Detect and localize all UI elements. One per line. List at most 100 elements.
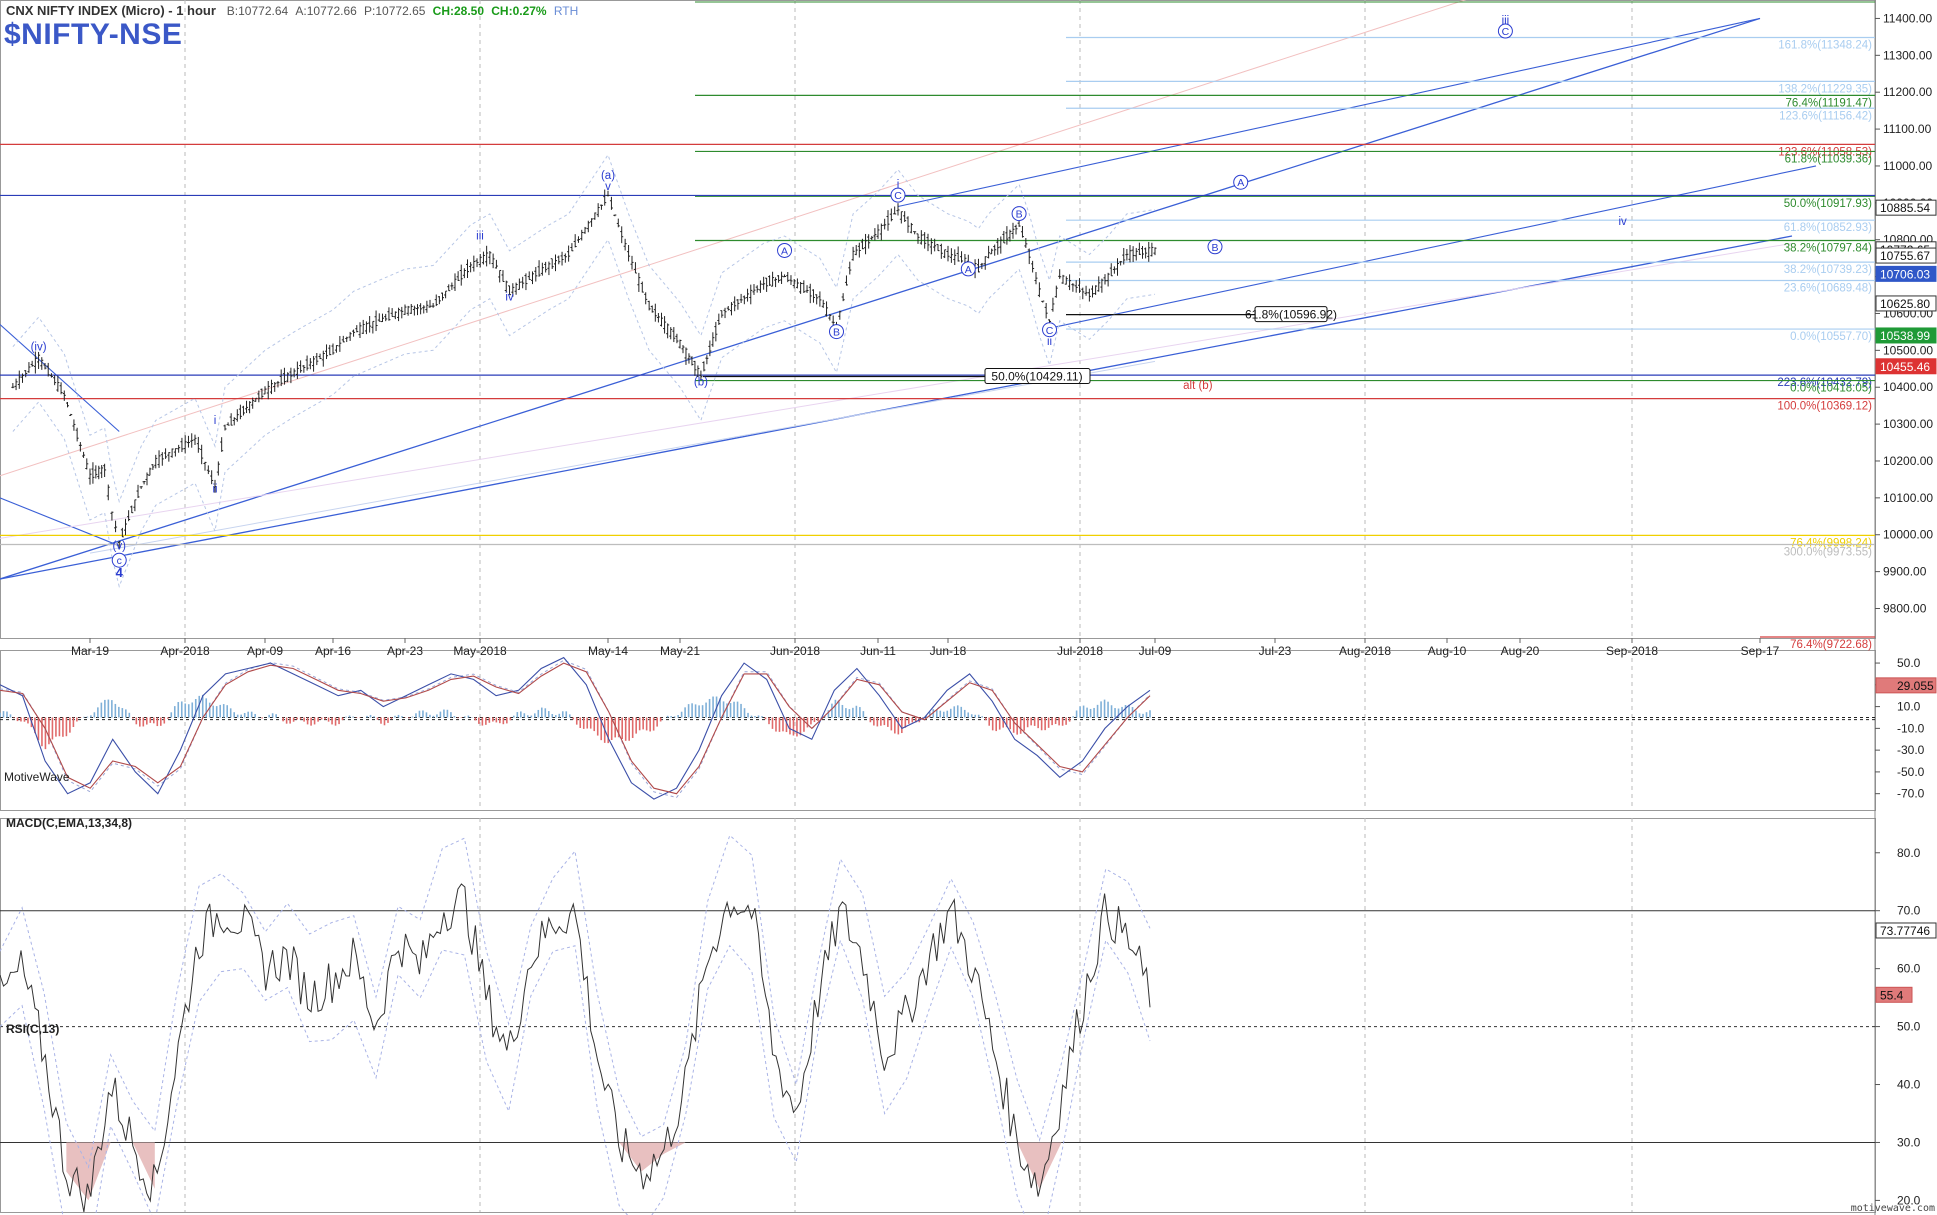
channel-upper-line — [0, 17, 1761, 580]
x-tick-label: Aug-20 — [1501, 644, 1540, 658]
x-tick-label: Jul-2018 — [1057, 644, 1103, 658]
rsi-title: RSI(C,13) — [6, 1022, 60, 1036]
fib-level-label: 0.0%(10557.70) — [1790, 331, 1872, 343]
axis-price-tag — [1875, 247, 1937, 264]
x-tick-label: Aug-10 — [1428, 644, 1467, 658]
rsi-y-tick-label: 80.0 — [1897, 846, 1921, 860]
wave-label: i — [214, 415, 217, 427]
wave-label: C — [894, 190, 902, 202]
axis-price-tag-label: 10755.67 — [1880, 249, 1930, 263]
wave-label: (iv) — [31, 341, 47, 353]
session-label: RTH — [553, 4, 579, 18]
rsi-oversold-fill — [619, 1142, 686, 1172]
x-tick-label: Jun-11 — [860, 644, 896, 658]
x-tick-label: Apr-2018 — [160, 644, 210, 658]
y-tick-label: 10400.00 — [1883, 380, 1933, 394]
wave-circle — [960, 261, 976, 277]
macd-title: MACD(C,EMA,13,34,8) — [6, 816, 133, 830]
y-tick-label: 10100.00 — [1883, 491, 1933, 505]
wave-label: iii — [1502, 15, 1510, 27]
fib-level-label: 123.6%(11156.42) — [1779, 110, 1872, 122]
rsi-value-tag — [1875, 986, 1913, 1003]
retrace-label: 50.0%(10429.11) — [991, 369, 1082, 383]
y-tick-label: 10200.00 — [1883, 454, 1933, 468]
y-tick-label: 11200.00 — [1883, 85, 1932, 99]
x-tick-label: Jul-09 — [1139, 644, 1172, 658]
macd-y-tick-label: 10.0 — [1897, 700, 1921, 714]
wave-label: (a) — [601, 170, 615, 182]
rsi-value-tag-label: 55.4 — [1880, 988, 1904, 1002]
wave-label: iv — [1619, 216, 1628, 228]
rsi-oversold-fill — [1017, 1142, 1062, 1189]
wave-circle — [1497, 23, 1513, 39]
pink-trendline — [0, 0, 1467, 477]
fib-level-label: 138.2%(11229.35) — [1778, 83, 1872, 95]
wave-v-line — [0, 497, 120, 547]
price-value: P:10772.65 — [364, 4, 426, 18]
fib-level-label: 38.2%(10739.23) — [1784, 264, 1872, 276]
rsi-panel[interactable]: 80.0 70.0 60.0 50.0 40.0 30.0 20.0 73.77746 55.4 — [0, 834, 1937, 1215]
wave-circle — [777, 242, 793, 258]
macd-panel[interactable]: 50.030.010.0-10.0-30.0-50.0-70.029.055 — [0, 656, 1937, 801]
wave-label: i — [897, 179, 900, 191]
y-tick-label: 11000.00 — [1883, 159, 1932, 173]
wave-label: C — [1046, 325, 1054, 337]
x-tick-label: May-21 — [660, 644, 700, 658]
wave-label: A — [965, 264, 972, 276]
channel-top-line — [897, 17, 1761, 208]
macd-y-tick-label: -10.0 — [1897, 721, 1925, 735]
fib-level-label: 61.8%(11039.36) — [1785, 153, 1873, 165]
wave-label: v — [605, 181, 611, 193]
rsi-y-tick-label: 40.0 — [1897, 1078, 1921, 1092]
rsi-y-tick-label: 60.0 — [1897, 962, 1921, 976]
axis-price-tag-label: 10706.03 — [1880, 267, 1930, 281]
wave-iv-line — [0, 324, 120, 432]
y-tick-label: 11400.00 — [1883, 11, 1932, 25]
wave-label: (b) — [694, 376, 708, 388]
rsi-lower-band — [0, 938, 1151, 1215]
x-tick-label: May-14 — [588, 644, 628, 658]
chart-header: CNX NIFTY INDEX (Micro) - 1 hour B:10772… — [6, 3, 578, 18]
wave-circle — [111, 552, 127, 568]
x-tick-label: Jun-18 — [930, 644, 967, 658]
y-tick-label: 9800.00 — [1883, 601, 1927, 615]
x-tick-label: Sep-17 — [1741, 644, 1780, 658]
y-tick-label: 11100.00 — [1883, 122, 1932, 136]
axis-price-tag-label: 10625.80 — [1880, 297, 1930, 311]
fib-level-label: 76.4%(9998.24) — [1790, 537, 1872, 549]
wave-circle — [1207, 239, 1223, 255]
rsi-y-tick-label: 70.0 — [1897, 904, 1921, 918]
axis-price-tag — [1875, 358, 1937, 375]
wave-circle — [1042, 322, 1058, 338]
fib-level-label: 76.4%(11191.47) — [1785, 97, 1872, 109]
macd-value-tag — [1875, 677, 1937, 694]
axis-price-tag — [1875, 327, 1937, 344]
x-tick-label: Aug-2018 — [1339, 644, 1391, 658]
wave-label: B — [833, 327, 840, 339]
macd-y-tick-label: 50.0 — [1897, 656, 1921, 670]
fib-level-label: 38.2%(10797.84) — [1784, 243, 1872, 255]
rsi-tag-label: 73.77746 — [1880, 924, 1930, 938]
x-tick-label: Mar-19 — [71, 644, 109, 658]
price-chart[interactable]: Mar-19 Apr-2018 Apr-09 Apr-16 Apr-23 May-2018… — [0, 0, 1937, 658]
wave-circle — [1233, 174, 1249, 190]
change-pct-value: CH:0.27% — [491, 4, 547, 18]
axis-price-tag — [1875, 199, 1937, 216]
wave-circle — [829, 324, 844, 340]
fib-level-label: 61.8%(10852.93) — [1784, 222, 1872, 234]
axis-price-tag — [1875, 265, 1937, 282]
wave-label: (v) — [113, 540, 127, 552]
rsi-y-tick-label: 20.0 — [1897, 1193, 1921, 1207]
wave-label: c — [117, 555, 122, 567]
fib-level-label: 50.0%(10917.93) — [1784, 198, 1872, 210]
retrace-box — [1254, 306, 1328, 323]
retrace-label: 61.8%(10596.92) — [1245, 308, 1337, 322]
macd-y-tick-label: -70.0 — [1897, 787, 1925, 801]
channel-lower-line — [0, 235, 1793, 580]
y-tick-label: 9900.00 — [1883, 565, 1927, 579]
wave-label: iii — [476, 231, 484, 243]
macd-y-tick-label: -50.0 — [1897, 765, 1925, 779]
wave-label: B — [1016, 209, 1023, 221]
